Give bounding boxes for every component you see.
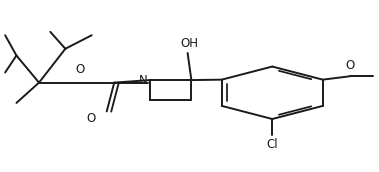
Text: OH: OH [180, 37, 199, 50]
Text: Cl: Cl [266, 138, 278, 151]
Text: O: O [345, 59, 354, 72]
Text: N: N [139, 74, 147, 87]
Text: O: O [76, 63, 85, 76]
Text: O: O [86, 112, 96, 125]
